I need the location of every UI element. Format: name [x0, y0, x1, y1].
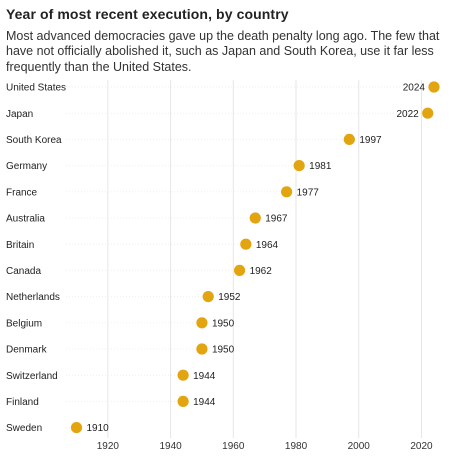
- data-row: Switzerland 1944: [6, 369, 216, 382]
- data-point: [293, 160, 305, 172]
- x-tick-label: 1920: [97, 441, 120, 452]
- data-point: [196, 343, 208, 355]
- data-label: 1950: [212, 318, 235, 329]
- chart-title: Year of most recent execution, by countr…: [6, 6, 289, 22]
- data-point: [196, 317, 208, 329]
- data-row: United States 2024: [6, 81, 440, 94]
- data-point: [281, 186, 293, 198]
- data-point: [249, 212, 261, 224]
- country-label: Australia: [6, 214, 45, 225]
- country-label: Denmark: [6, 345, 48, 356]
- data-label: 1981: [309, 161, 332, 172]
- data-point: [422, 107, 434, 119]
- data-label: 1950: [212, 345, 235, 356]
- country-label: Germany: [6, 161, 47, 172]
- data-row: Netherlands 1952: [6, 291, 241, 303]
- data-row: France 1977: [6, 186, 319, 198]
- data-point: [233, 264, 246, 276]
- country-label: France: [6, 187, 38, 198]
- country-rows: United States 2024 Japan 2022 South Korea 199…: [6, 81, 440, 434]
- x-tick-label: 1960: [222, 441, 245, 452]
- grid-lines: [107, 80, 422, 438]
- country-label: Netherlands: [6, 292, 60, 303]
- data-label: 1962: [250, 266, 273, 277]
- data-label: 2022: [396, 109, 419, 120]
- data-point: [70, 422, 83, 434]
- country-label: Canada: [6, 266, 41, 277]
- x-axis-ticks: 1920 1940 1960 1980 2000 2020: [97, 441, 433, 452]
- country-label: Japan: [6, 109, 33, 120]
- data-label: 1997: [359, 135, 382, 146]
- data-row: Finland 1944: [6, 395, 216, 408]
- data-point: [240, 238, 252, 250]
- data-point: [343, 133, 355, 145]
- data-point: [177, 395, 189, 407]
- data-row: South Korea 1997: [6, 133, 382, 146]
- country-label: Switzerland: [6, 371, 58, 382]
- data-label: 1910: [87, 423, 110, 434]
- country-label: Belgium: [6, 318, 42, 329]
- data-label: 1952: [218, 292, 241, 303]
- data-label: 1964: [256, 240, 279, 251]
- data-row: Denmark 1950: [6, 343, 235, 356]
- x-tick-label: 1980: [285, 441, 308, 452]
- country-label: South Korea: [6, 135, 62, 146]
- data-label: 2024: [403, 83, 426, 94]
- data-point: [202, 291, 214, 303]
- x-tick-label: 2020: [410, 441, 433, 452]
- data-row: Britain 1964: [6, 238, 279, 251]
- country-label: Finland: [6, 397, 39, 408]
- data-row: Australia 1967: [6, 212, 288, 225]
- country-label: Sweden: [6, 423, 42, 434]
- country-label: Britain: [6, 240, 34, 251]
- data-row: Japan 2022: [6, 107, 434, 120]
- data-point: [177, 369, 189, 381]
- chart-subtitle: Most advanced democracies gave up the de…: [6, 29, 440, 74]
- data-row: Belgium 1950: [6, 317, 235, 329]
- data-point: [428, 81, 440, 93]
- x-tick-label: 2000: [348, 441, 371, 452]
- data-label: 1977: [297, 187, 320, 198]
- data-row: Sweden 1910: [6, 422, 109, 434]
- country-label: United States: [6, 83, 66, 94]
- data-label: 1967: [265, 214, 288, 225]
- data-label: 1944: [193, 397, 216, 408]
- x-tick-label: 1940: [159, 441, 182, 452]
- data-label: 1944: [193, 371, 216, 382]
- data-row: Canada 1962: [6, 264, 273, 277]
- data-row: Germany 1981: [6, 160, 332, 172]
